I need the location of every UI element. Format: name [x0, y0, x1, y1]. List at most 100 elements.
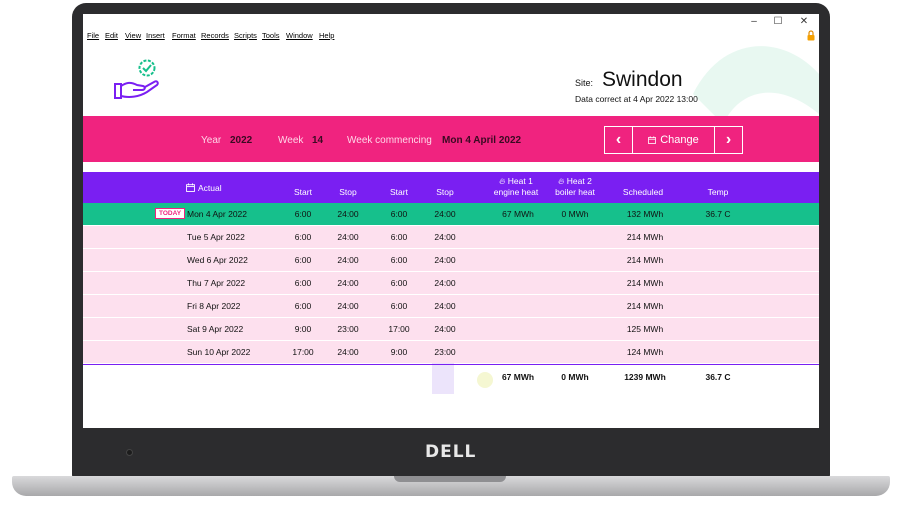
data-timestamp: Data correct at 4 Apr 2022 13:00 — [575, 94, 698, 104]
minimize-button[interactable]: – — [751, 16, 757, 27]
menu-edit[interactable]: Edit — [105, 31, 118, 40]
menu-file[interactable]: File — [87, 31, 100, 40]
row-heat-1: 67 MWh — [502, 209, 534, 219]
totals-row: 67 MWh 0 MWh 1239 MWh 36.7 C — [83, 366, 819, 384]
header-stop-1: Stop — [339, 187, 357, 197]
row-start-2: 17:00 — [388, 324, 410, 334]
row-start-2: 6:00 — [390, 209, 408, 219]
menu-bar: File Edit View Insert Format Records Scr… — [83, 30, 819, 42]
row-divider — [83, 225, 819, 226]
total-heat-2: 0 MWh — [561, 372, 589, 382]
header-heat-2-subtitle: boiler heat — [555, 187, 595, 197]
table-row[interactable]: Fri 8 Apr 2022 6:00 24:00 6:00 24:00 214… — [83, 295, 819, 317]
row-scheduled: 214 MWh — [626, 278, 664, 288]
flame-icon: 🔥︎ — [558, 176, 565, 186]
calendar-icon — [186, 183, 195, 192]
menu-window[interactable]: Window — [286, 31, 313, 40]
flame-icon: 🔥︎ — [499, 176, 506, 186]
change-button-label: Change — [660, 134, 699, 146]
menu-insert[interactable]: Insert — [146, 31, 165, 40]
week-navigation: ‹ Change › — [604, 126, 743, 154]
next-week-button[interactable]: › — [715, 127, 742, 153]
row-stop-2: 24:00 — [434, 278, 456, 288]
row-stop-2: 24:00 — [434, 232, 456, 242]
row-start-1: 6:00 — [294, 209, 312, 219]
row-date: Fri 8 Apr 2022 — [187, 301, 241, 311]
row-start-2: 6:00 — [390, 255, 408, 265]
header-heat-2: 🔥︎ Heat 2 boiler heat — [546, 176, 604, 198]
row-divider — [83, 271, 819, 272]
maximize-button[interactable]: ☐ — [773, 16, 783, 27]
laptop-hinge-notch — [394, 476, 506, 482]
change-week-button[interactable]: Change — [633, 127, 715, 153]
week-commencing-value: Mon 4 April 2022 — [442, 135, 522, 146]
row-stop-1: 24:00 — [337, 209, 359, 219]
previous-week-button[interactable]: ‹ — [605, 127, 633, 153]
row-start-2: 6:00 — [390, 301, 408, 311]
lock-icon — [807, 30, 815, 41]
row-start-2: 6:00 — [390, 278, 408, 288]
menu-records[interactable]: Records — [201, 31, 229, 40]
table-row[interactable]: Thu 7 Apr 2022 6:00 24:00 6:00 24:00 214… — [83, 272, 819, 294]
row-start-1: 6:00 — [294, 301, 312, 311]
menu-format[interactable]: Format — [172, 31, 196, 40]
week-label: Week — [278, 135, 304, 146]
row-stop-1: 24:00 — [337, 347, 359, 357]
schedule-table-header: Actual Start Stop Start Stop 🔥︎ Heat 1 e… — [83, 172, 819, 203]
row-stop-2: 24:00 — [434, 324, 456, 334]
week-bar: Year 2022 Week 14 Week commencing Mon 4 … — [83, 116, 819, 162]
row-start-1: 6:00 — [294, 232, 312, 242]
row-date: Wed 6 Apr 2022 — [187, 255, 248, 265]
row-scheduled: 214 MWh — [626, 301, 664, 311]
row-stop-2: 24:00 — [434, 301, 456, 311]
chevron-right-icon: › — [725, 131, 732, 148]
dell-logo: DELL — [425, 442, 477, 462]
total-temp: 36.7 C — [705, 372, 731, 382]
header-actual: Actual — [186, 183, 222, 194]
week-value: 14 — [312, 135, 324, 146]
row-date: Mon 4 Apr 2022 — [187, 209, 248, 219]
window-titlebar: – ☐ ✕ — [83, 14, 819, 30]
menu-view[interactable]: View — [125, 31, 142, 40]
site-label: Site: — [575, 78, 594, 88]
row-date: Sun 10 Apr 2022 — [187, 347, 251, 357]
menu-tools[interactable]: Tools — [262, 31, 280, 40]
header-start-2: Start — [390, 187, 408, 197]
row-start-1: 6:00 — [294, 278, 312, 288]
menu-help[interactable]: Help — [319, 31, 335, 40]
row-divider — [83, 340, 819, 341]
row-date: Thu 7 Apr 2022 — [187, 278, 246, 288]
menu-scripts[interactable]: Scripts — [234, 31, 257, 40]
table-row[interactable]: Sun 10 Apr 2022 17:00 24:00 9:00 23:00 1… — [83, 341, 819, 363]
laptop-base — [12, 476, 890, 496]
table-row-today[interactable]: TODAY Mon 4 Apr 2022 6:00 24:00 6:00 24:… — [83, 203, 819, 225]
row-start-1: 17:00 — [292, 347, 314, 357]
webcam — [126, 449, 133, 456]
row-stop-2: 23:00 — [434, 347, 456, 357]
header-heat-1-subtitle: engine heat — [493, 187, 539, 197]
row-scheduled: 124 MWh — [626, 347, 664, 357]
row-divider — [83, 294, 819, 295]
row-scheduled: 214 MWh — [626, 255, 664, 265]
header-actual-label: Actual — [198, 183, 222, 193]
header-heat-1: 🔥︎ Heat 1 engine heat — [486, 176, 546, 198]
row-heat-2: 0 MWh — [561, 209, 589, 219]
week-commencing-label: Week commencing — [347, 135, 432, 146]
table-row[interactable]: Tue 5 Apr 2022 6:00 24:00 6:00 24:00 214… — [83, 226, 819, 248]
close-button[interactable]: ✕ — [799, 16, 809, 27]
row-date: Sat 9 Apr 2022 — [187, 324, 244, 334]
table-row[interactable]: Sat 9 Apr 2022 9:00 23:00 17:00 24:00 12… — [83, 318, 819, 340]
row-start-1: 6:00 — [294, 255, 312, 265]
total-scheduled: 1239 MWh — [624, 372, 666, 382]
hand-check-logo-icon — [114, 59, 159, 99]
year-label: Year — [201, 135, 222, 146]
row-stop-2: 24:00 — [434, 255, 456, 265]
row-stop-2: 24:00 — [434, 209, 456, 219]
today-badge: TODAY — [155, 208, 186, 219]
header-heat-2-title: Heat 2 — [566, 176, 592, 186]
row-divider — [83, 248, 819, 249]
header-heat-1-title: Heat 1 — [507, 176, 533, 186]
year-value: 2022 — [230, 135, 253, 146]
row-scheduled: 125 MWh — [626, 324, 664, 334]
table-row[interactable]: Wed 6 Apr 2022 6:00 24:00 6:00 24:00 214… — [83, 249, 819, 271]
